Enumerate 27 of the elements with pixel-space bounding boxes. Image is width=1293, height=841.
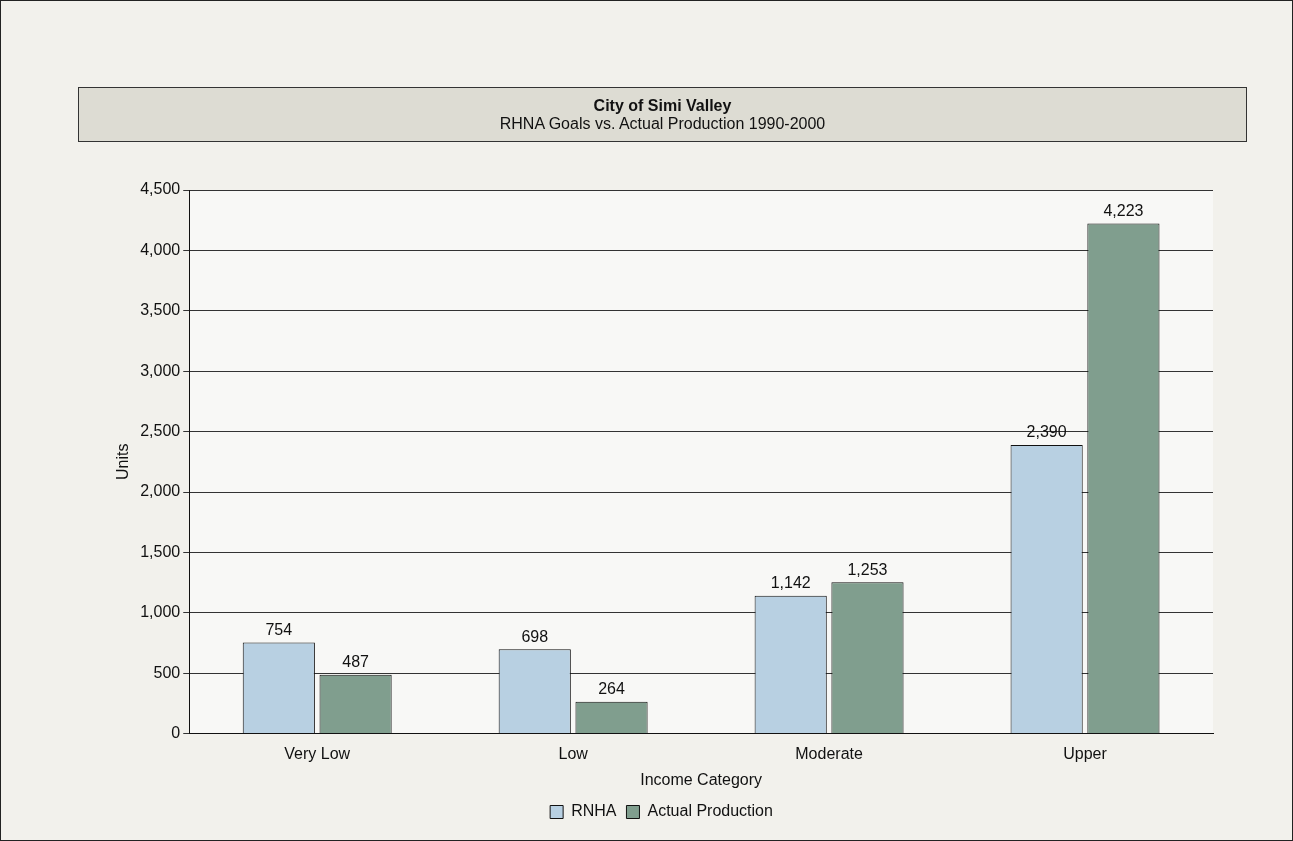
chart-subtitle: RHNA Goals vs. Actual Production 1990-2000 bbox=[498, 115, 827, 133]
y-axis-title: Units bbox=[114, 443, 132, 481]
y-tick-label: 3,500 bbox=[140, 301, 181, 319]
x-tick-label: Upper bbox=[1063, 744, 1108, 762]
y-tick-label: 3,000 bbox=[140, 361, 181, 379]
y-tick-label: 0 bbox=[171, 724, 181, 742]
x-tick-label: Very Low bbox=[284, 744, 351, 762]
data-label: 264 bbox=[598, 680, 625, 698]
legend-label: Actual Production bbox=[647, 802, 773, 820]
legend-label: RNHA bbox=[571, 802, 617, 820]
y-tick-label: 4,000 bbox=[140, 240, 181, 258]
data-label: 698 bbox=[521, 627, 549, 645]
data-label: 1,142 bbox=[770, 574, 811, 592]
data-label: 1,253 bbox=[847, 560, 888, 578]
y-tick-label: 2,000 bbox=[140, 482, 181, 500]
data-label: 754 bbox=[265, 620, 293, 638]
y-tick-label: 1,000 bbox=[140, 603, 181, 621]
data-label: 4,223 bbox=[1103, 201, 1144, 219]
x-tick-label: Moderate bbox=[795, 744, 863, 762]
chart-title: City of Simi Valley bbox=[592, 97, 733, 115]
x-tick-label: Low bbox=[558, 744, 589, 762]
x-axis-title: Income Category bbox=[640, 770, 763, 788]
y-tick-label: 4,500 bbox=[140, 180, 181, 198]
y-tick-label: 1,500 bbox=[140, 542, 181, 560]
y-tick-label: 500 bbox=[153, 663, 181, 681]
data-label: 487 bbox=[342, 653, 370, 671]
y-tick-label: 2,500 bbox=[140, 422, 181, 440]
